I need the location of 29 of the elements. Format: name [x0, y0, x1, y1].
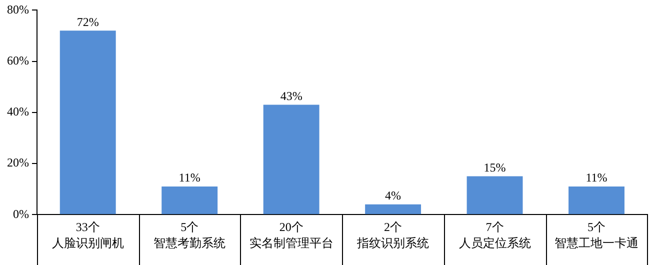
text: 33个: [76, 220, 100, 234]
y-tick-label: 60%: [6, 53, 29, 68]
x-tick-label: 智慧考勤系统: [154, 236, 226, 250]
y-tick-label: 40%: [6, 104, 29, 119]
data-label: 72%: [76, 14, 99, 29]
bar: [365, 204, 422, 214]
data-label: 4%: [385, 188, 402, 203]
bar: [162, 186, 218, 214]
data-label: 11%: [178, 170, 200, 185]
x-tick-label: 人脸识别闸机: [52, 236, 124, 250]
bar: [263, 104, 320, 214]
y-tick-label: 20%: [6, 156, 29, 170]
text: 7个: [486, 220, 504, 234]
data-label: 11%: [586, 170, 608, 185]
text: 20个: [279, 220, 304, 234]
y-tick-label: 80%: [6, 2, 29, 16]
bar: [568, 186, 624, 214]
text: 5个: [180, 220, 199, 234]
text: 5个: [588, 220, 606, 234]
x-tick-label: 智慧工地一卡通: [554, 236, 638, 250]
data-label: 15%: [484, 160, 506, 174]
bar: [60, 30, 116, 214]
text: 2个: [384, 220, 402, 234]
x-tick-label: 人员定位系统: [458, 236, 531, 250]
y-tick-label: 0%: [12, 206, 29, 221]
data-label: 43%: [280, 88, 302, 103]
bar: [466, 176, 523, 214]
x-tick-label: 实名制管理平台: [249, 236, 334, 250]
x-tick-label: 指纹识别系统: [356, 236, 430, 250]
